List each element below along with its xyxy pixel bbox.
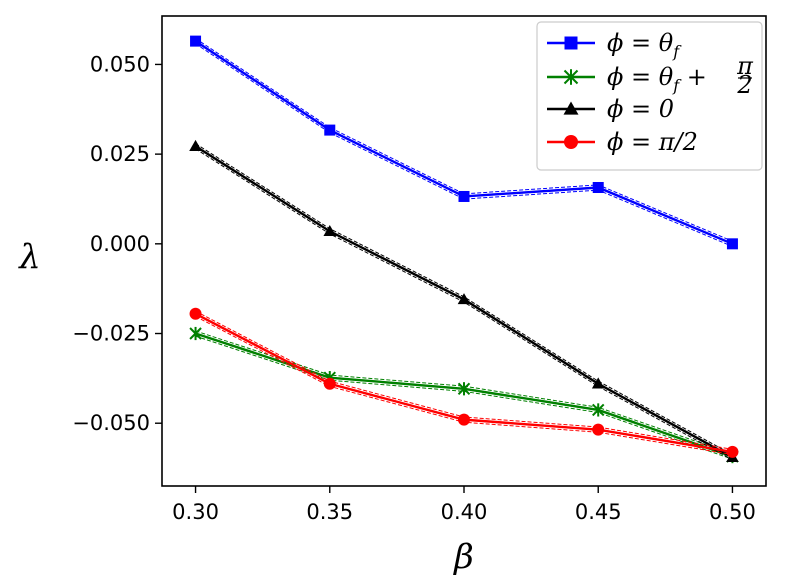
legend-fraction-denominator: 2 bbox=[736, 71, 752, 99]
x-tick-label: 0.35 bbox=[306, 500, 353, 524]
legend-swatch-marker bbox=[563, 69, 579, 85]
y-tick-label: 0.000 bbox=[90, 232, 150, 256]
data-point bbox=[189, 307, 202, 320]
data-point bbox=[592, 423, 605, 436]
data-point bbox=[458, 190, 470, 202]
series-3 bbox=[189, 307, 739, 458]
data-point bbox=[323, 377, 336, 390]
series-0 bbox=[190, 35, 738, 250]
y-tick-label: −0.025 bbox=[72, 322, 150, 346]
series-band-line bbox=[195, 43, 733, 247]
y-tick-label: 0.050 bbox=[90, 52, 150, 76]
data-point bbox=[324, 124, 336, 136]
x-tick-label: 0.45 bbox=[575, 500, 622, 524]
data-point bbox=[726, 238, 738, 250]
legend-swatch-marker bbox=[564, 36, 578, 50]
y-tick-label: −0.050 bbox=[72, 411, 150, 435]
legend-label: ϕ = θf + bbox=[607, 63, 707, 95]
legend-entry-2: ϕ = 0 bbox=[547, 95, 674, 123]
legend-box bbox=[536, 21, 763, 171]
data-point bbox=[457, 293, 471, 305]
x-tick-label: 0.30 bbox=[172, 500, 219, 524]
legend-swatch-marker bbox=[563, 101, 579, 115]
legend-label: ϕ = 0 bbox=[607, 95, 674, 123]
legend-label: ϕ = θf bbox=[607, 29, 682, 61]
legend-entry-0: ϕ = θf bbox=[547, 29, 682, 61]
x-tick-label: 0.50 bbox=[709, 500, 756, 524]
y-axis-ticks: 0.050 0.025 0.000 −0.025 −0.050 bbox=[72, 52, 162, 435]
y-tick-label: 0.025 bbox=[90, 142, 150, 166]
legend-entry-1: ϕ = θf + π2 bbox=[547, 52, 754, 99]
y-axis-label: λ bbox=[17, 237, 41, 277]
data-point bbox=[591, 377, 605, 389]
x-axis-ticks: 0.30 0.35 0.40 0.45 0.50 bbox=[172, 486, 756, 524]
series-band-line bbox=[195, 38, 733, 242]
legend-entry-3: ϕ = π/2 bbox=[547, 128, 698, 156]
data-point bbox=[592, 181, 604, 193]
series-band-line bbox=[195, 330, 733, 455]
legend: ϕ = θfϕ = θf + π2ϕ = 0ϕ = π/2 bbox=[536, 21, 763, 171]
legend-swatch-marker bbox=[564, 135, 578, 149]
data-point bbox=[189, 139, 202, 151]
series-1 bbox=[189, 326, 739, 464]
legend-fraction-numerator: π bbox=[736, 52, 754, 80]
data-point bbox=[189, 326, 202, 341]
data-point bbox=[726, 445, 739, 458]
series-band-line bbox=[195, 335, 733, 460]
legend-label: ϕ = π/2 bbox=[607, 128, 698, 156]
x-axis-label: β bbox=[452, 537, 474, 577]
data-point bbox=[190, 35, 202, 47]
data-point bbox=[457, 382, 471, 396]
data-point bbox=[458, 413, 470, 426]
data-point bbox=[323, 224, 337, 237]
series-layer bbox=[189, 35, 739, 464]
data-point bbox=[592, 403, 605, 417]
series-2 bbox=[189, 139, 739, 463]
x-tick-label: 0.40 bbox=[441, 500, 488, 524]
